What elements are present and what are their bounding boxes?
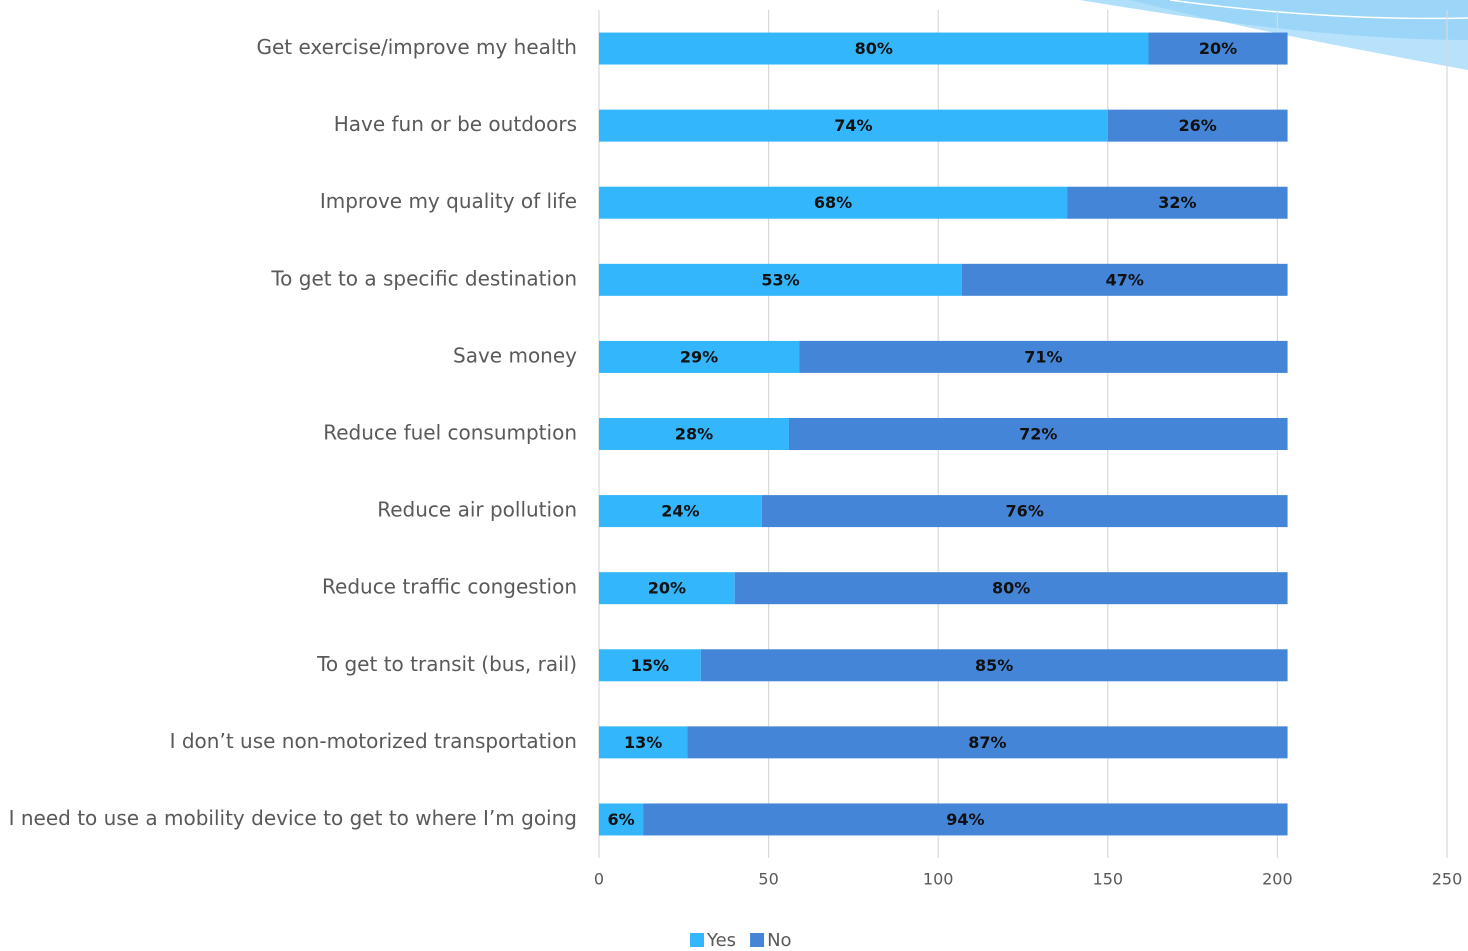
bar-segment (599, 572, 735, 605)
bar-segment (1067, 186, 1288, 219)
data-label: 13% (624, 733, 662, 752)
data-label: 20% (1199, 39, 1237, 58)
x-tick-label: 50 (758, 870, 778, 889)
y-tick-label: Reduce air pollution (377, 498, 577, 522)
bar-segment (599, 418, 789, 450)
data-label: 80% (855, 39, 893, 58)
bar-segment (1148, 32, 1288, 65)
y-tick-label: Reduce traffic congestion (322, 575, 577, 599)
data-label: 24% (661, 502, 699, 521)
data-label: 74% (834, 116, 872, 135)
data-label: 87% (968, 733, 1006, 752)
data-label: 80% (992, 579, 1030, 598)
y-tick-label: Get exercise/improve my health (256, 35, 577, 59)
bar-segment (599, 803, 644, 836)
data-label: 71% (1024, 347, 1062, 366)
data-label: 47% (1106, 270, 1144, 289)
bar-segment (1107, 109, 1288, 142)
bar-segment (599, 726, 688, 759)
bar-segment (599, 32, 1149, 65)
data-label: 68% (814, 193, 852, 212)
data-label: 94% (946, 810, 984, 829)
x-tick-label: 250 (1432, 870, 1463, 889)
data-label: 28% (675, 425, 713, 444)
x-tick-label: 150 (1093, 870, 1124, 889)
bar-segment (687, 726, 1288, 759)
data-label: 76% (1006, 502, 1044, 521)
bar-segment (643, 803, 1288, 836)
bar-segment (761, 495, 1288, 528)
legend-swatch (750, 933, 765, 947)
data-label: 6% (607, 810, 634, 829)
swoosh-line (1169, 0, 1468, 20)
data-label: 72% (1019, 425, 1057, 444)
bar-segment (599, 186, 1068, 219)
swoosh (1080, 0, 1468, 40)
bar-segment (799, 340, 1288, 373)
bar-segment (961, 263, 1288, 296)
data-label: 20% (648, 579, 686, 598)
bar-segment (599, 263, 962, 296)
data-label: 85% (975, 656, 1013, 675)
data-label: 26% (1179, 116, 1217, 135)
bar-segment (734, 572, 1288, 605)
data-label: 15% (631, 656, 669, 675)
bar-segment (788, 418, 1288, 450)
bar-segment (599, 340, 800, 373)
legend-label: Yes (706, 930, 736, 951)
y-tick-label: Have fun or be outdoors (334, 112, 577, 136)
x-tick-label: 200 (1262, 870, 1293, 889)
y-tick-label: I don’t use non-motorized transportation (170, 729, 577, 753)
y-tick-label: Improve my quality of life (320, 189, 577, 213)
bar-segment (599, 649, 701, 682)
bar-segment (700, 649, 1288, 682)
data-label: 53% (761, 270, 799, 289)
data-label: 32% (1158, 193, 1196, 212)
y-tick-label: I need to use a mobility device to get t… (9, 806, 577, 830)
bar-segment (599, 495, 762, 528)
legend-label: No (767, 930, 791, 951)
x-tick-label: 0 (594, 870, 604, 889)
decoration (1080, 0, 1468, 70)
legend-swatch (690, 933, 704, 947)
y-tick-label: Reduce fuel consumption (323, 421, 577, 445)
y-tick-label: Save money (453, 343, 577, 367)
y-tick-label: To get to transit (bus, rail) (316, 652, 577, 676)
data-label: 29% (680, 347, 718, 366)
bar-segment (599, 109, 1108, 142)
y-tick-label: To get to a specific destination (270, 266, 577, 290)
x-tick-label: 100 (923, 870, 954, 889)
